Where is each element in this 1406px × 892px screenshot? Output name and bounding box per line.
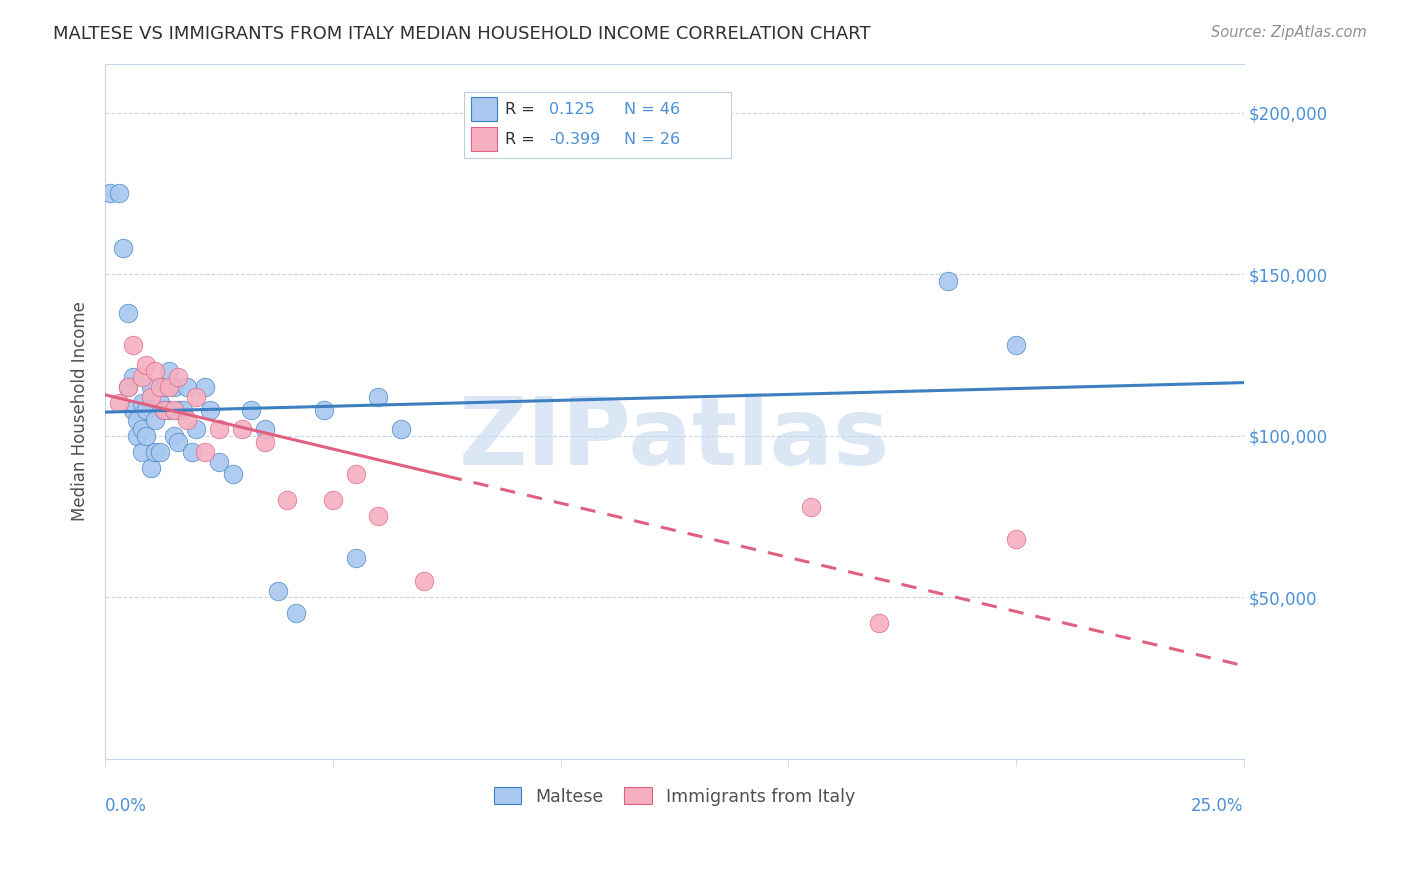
Point <box>367 390 389 404</box>
Point <box>322 493 344 508</box>
Point <box>117 380 139 394</box>
Point <box>143 412 166 426</box>
Point <box>127 428 149 442</box>
Point <box>112 241 135 255</box>
Y-axis label: Median Household Income: Median Household Income <box>72 301 89 521</box>
Point <box>121 402 143 417</box>
Point <box>186 390 208 404</box>
Point <box>98 186 121 201</box>
Point <box>176 380 198 394</box>
Point <box>139 390 162 404</box>
Point <box>157 364 180 378</box>
Point <box>198 402 221 417</box>
Text: 25.0%: 25.0% <box>1191 797 1244 815</box>
Point <box>1005 532 1028 546</box>
Point <box>312 402 335 417</box>
Point <box>135 358 157 372</box>
Point <box>222 467 245 482</box>
Point <box>344 467 367 482</box>
Text: Source: ZipAtlas.com: Source: ZipAtlas.com <box>1211 25 1367 40</box>
Text: MALTESE VS IMMIGRANTS FROM ITALY MEDIAN HOUSEHOLD INCOME CORRELATION CHART: MALTESE VS IMMIGRANTS FROM ITALY MEDIAN … <box>53 25 872 43</box>
Point <box>135 428 157 442</box>
Point <box>153 380 176 394</box>
Point <box>139 380 162 394</box>
Point <box>208 422 231 436</box>
Point <box>153 402 176 417</box>
Point <box>162 402 184 417</box>
Point <box>1005 338 1028 352</box>
Point <box>149 380 172 394</box>
Text: 0.0%: 0.0% <box>105 797 148 815</box>
Point <box>139 461 162 475</box>
Point <box>127 412 149 426</box>
Text: ZIPatlas: ZIPatlas <box>458 393 890 485</box>
Legend: Maltese, Immigrants from Italy: Maltese, Immigrants from Italy <box>486 780 862 813</box>
Point <box>239 402 262 417</box>
Point <box>162 380 184 394</box>
Point <box>172 402 194 417</box>
Point <box>108 396 131 410</box>
Point <box>231 422 253 436</box>
Point <box>117 306 139 320</box>
Point <box>143 445 166 459</box>
Point <box>194 380 217 394</box>
Point <box>149 445 172 459</box>
Point <box>413 574 436 588</box>
Point <box>167 370 190 384</box>
Point <box>167 435 190 450</box>
Point <box>121 338 143 352</box>
Point <box>157 380 180 394</box>
Point <box>936 274 959 288</box>
Point <box>367 509 389 524</box>
Point <box>267 583 290 598</box>
Point <box>117 380 139 394</box>
Point <box>389 422 412 436</box>
Point <box>176 412 198 426</box>
Point <box>276 493 298 508</box>
Point <box>194 445 217 459</box>
Point <box>180 445 202 459</box>
Point <box>162 428 184 442</box>
Point <box>108 186 131 201</box>
Point <box>800 500 823 514</box>
Point <box>149 396 172 410</box>
Point <box>135 402 157 417</box>
Point <box>253 422 276 436</box>
Point <box>143 364 166 378</box>
Point <box>157 402 180 417</box>
Point <box>153 402 176 417</box>
Point <box>285 607 308 621</box>
Point <box>208 454 231 468</box>
Point <box>167 402 190 417</box>
Point <box>868 616 890 631</box>
Point <box>131 445 153 459</box>
Point <box>131 422 153 436</box>
Point <box>344 551 367 566</box>
Point <box>253 435 276 450</box>
Point <box>121 370 143 384</box>
Point <box>131 370 153 384</box>
Point <box>186 422 208 436</box>
Point <box>131 396 153 410</box>
